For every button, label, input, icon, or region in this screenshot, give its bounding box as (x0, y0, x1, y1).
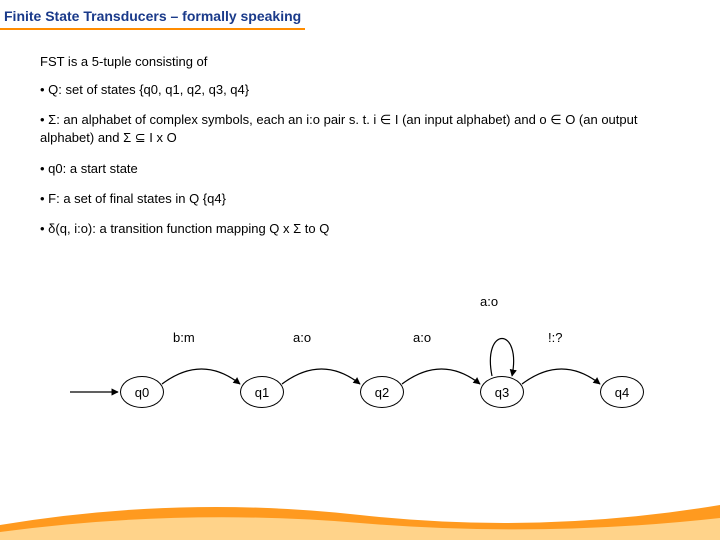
node-q2: q2 (360, 376, 404, 408)
fst-diagram: q0 q1 q2 q3 q4 b:m a:o a:o !:? a:o (40, 258, 680, 458)
content-area: FST is a 5-tuple consisting of Q: set of… (0, 54, 720, 458)
node-q0: q0 (120, 376, 164, 408)
bullet-final: F: a set of final states in Q {q4} (40, 190, 680, 208)
edge-label-ao1: a:o (293, 330, 311, 345)
node-q1: q1 (240, 376, 284, 408)
edge-label-bm: b:m (173, 330, 195, 345)
edge-label-exc: !:? (548, 330, 562, 345)
bullet-start: q0: a start state (40, 160, 680, 178)
footer-swoosh (0, 490, 720, 540)
node-q3: q3 (480, 376, 524, 408)
diagram-edges (40, 258, 680, 458)
intro-text: FST is a 5-tuple consisting of (40, 54, 680, 69)
edge-label-ao2: a:o (413, 330, 431, 345)
bullet-q: Q: set of states {q0, q1, q2, q3, q4} (40, 81, 680, 99)
edge-label-loop: a:o (480, 294, 498, 309)
node-q4: q4 (600, 376, 644, 408)
bullet-sigma: Σ: an alphabet of complex symbols, each … (40, 111, 680, 147)
bullet-delta: δ(q, i:o): a transition function mapping… (40, 220, 680, 238)
page-title: Finite State Transducers – formally spea… (0, 0, 305, 30)
